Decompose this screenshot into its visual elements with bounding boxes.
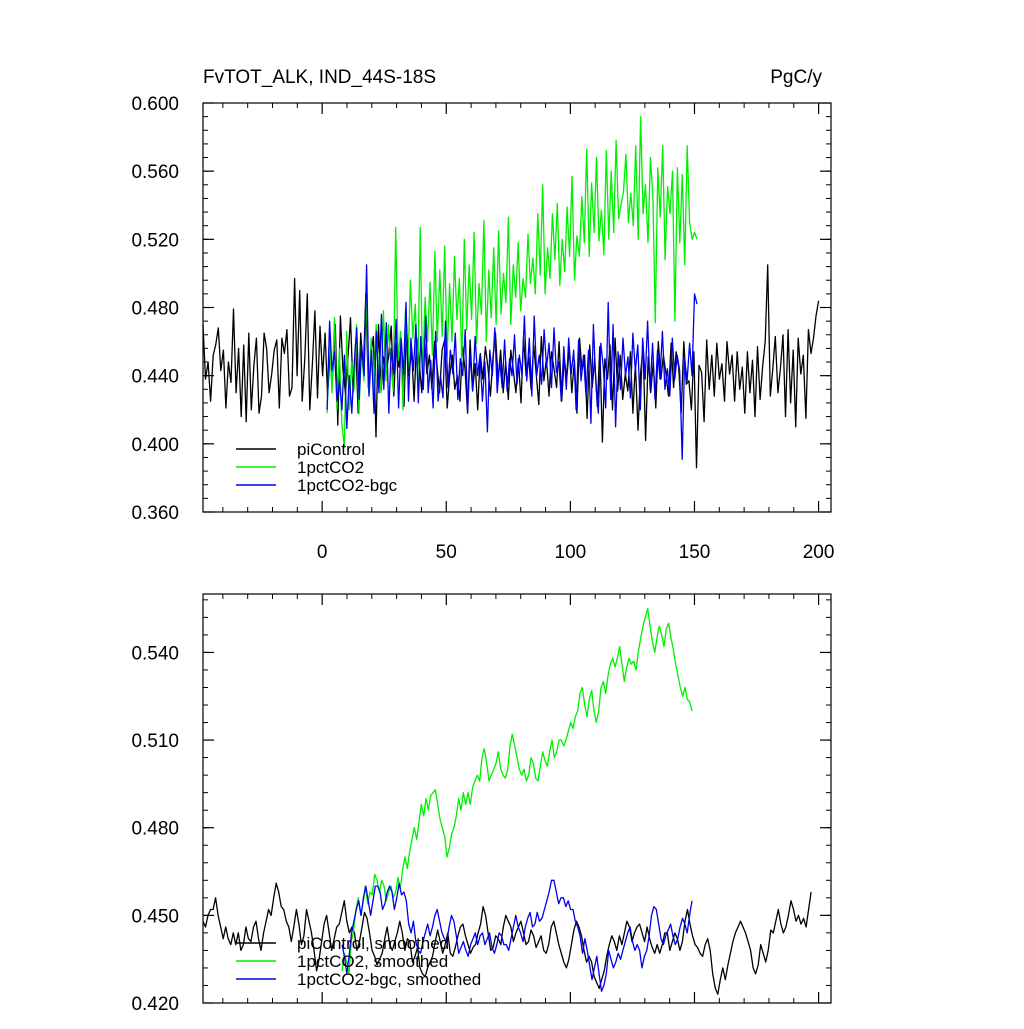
legend-label: 1pctCO2-bgc — [297, 476, 398, 495]
y-tick-label: 0.400 — [131, 435, 179, 456]
series-line — [326, 115, 698, 448]
top-panel-title: FvTOT_ALK, IND_44S-18S — [203, 67, 436, 88]
x-tick-label: 200 — [803, 542, 835, 563]
y-tick-label: 0.520 — [131, 230, 179, 251]
series-line — [341, 879, 693, 992]
top-panel: 0.360 0.400 0.440 0.480 0.520 0.560 0.600 0 50 10… — [131, 94, 834, 563]
y-tick-label: 0.510 — [131, 731, 179, 752]
plot-frame — [202, 593, 832, 1004]
y-tick-label: 0.600 — [131, 94, 179, 115]
legend-label: 1pctCO2-bgc, smoothed — [297, 970, 481, 989]
legend-label: 1pctCO2 — [297, 458, 364, 477]
legend-label: piControl — [297, 440, 365, 459]
y-tick-label: 0.440 — [131, 367, 179, 388]
y-tick-label: 0.480 — [131, 299, 179, 320]
series-line — [202, 264, 820, 469]
top-panel-units: PgC/y — [770, 67, 822, 88]
y-tick-label: 0.450 — [131, 906, 179, 927]
y-tick-label: 0.480 — [131, 819, 179, 840]
x-tick-label: 0 — [317, 542, 328, 563]
y-tick-label: 0.420 — [131, 994, 179, 1015]
bottom-panel: 0.420 0.450 0.480 0.510 0.540 piControl, smoo… — [131, 593, 832, 1015]
y-tick-label: 0.360 — [131, 503, 179, 524]
y-tick-label: 0.560 — [131, 162, 179, 183]
legend-label: piControl, smoothed — [297, 934, 449, 953]
y-tick-label: 0.540 — [131, 643, 179, 664]
series-line — [202, 882, 812, 995]
series-line — [326, 264, 698, 460]
x-tick-label: 150 — [679, 542, 711, 563]
x-tick-label: 50 — [436, 542, 457, 563]
legend-label: 1pctCO2, smoothed — [297, 952, 448, 971]
x-tick-label: 100 — [555, 542, 587, 563]
